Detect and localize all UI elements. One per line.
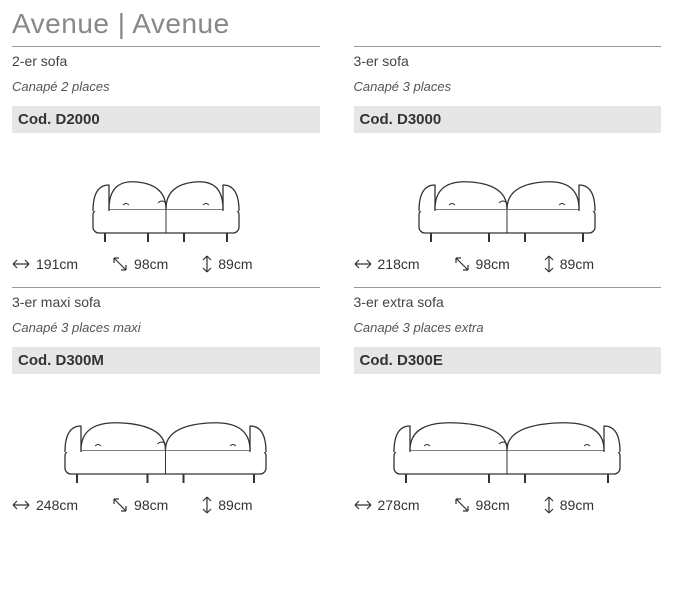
product-dimensions: 278cm 98cm 89cm — [354, 490, 662, 528]
height-icon — [202, 255, 212, 273]
dim-width: 218cm — [354, 256, 420, 272]
product-name-en: 3-er sofa — [354, 53, 662, 69]
product-dimensions: 248cm 98cm 89cm — [12, 490, 320, 528]
dim-depth: 98cm — [112, 497, 168, 513]
product-name-en: 3-er extra sofa — [354, 294, 662, 310]
dim-depth-value: 98cm — [134, 497, 168, 513]
product-code: Cod. D3000 — [354, 106, 662, 133]
product-card: 3-er sofa Canapé 3 places Cod. D3000 218… — [354, 46, 662, 287]
product-card: 3-er maxi sofa Canapé 3 places maxi Cod.… — [12, 287, 320, 528]
dim-width-value: 218cm — [378, 256, 420, 272]
dim-height: 89cm — [202, 255, 252, 273]
product-code: Cod. D300E — [354, 347, 662, 374]
product-illustration — [12, 139, 320, 249]
dim-depth-value: 98cm — [476, 497, 510, 513]
dim-height-value: 89cm — [560, 256, 594, 272]
product-name-en: 2-er sofa — [12, 53, 320, 69]
dim-height: 89cm — [544, 496, 594, 514]
dim-height: 89cm — [202, 496, 252, 514]
depth-icon — [112, 256, 128, 272]
product-illustration — [12, 380, 320, 490]
dim-width-value: 191cm — [36, 256, 78, 272]
product-name-fr: Canapé 3 places extra — [354, 320, 662, 335]
product-name-fr: Canapé 2 places — [12, 79, 320, 94]
product-dimensions: 218cm 98cm 89cm — [354, 249, 662, 287]
height-icon — [544, 255, 554, 273]
height-icon — [202, 496, 212, 514]
product-code: Cod. D2000 — [12, 106, 320, 133]
page-title: Avenue | Avenue — [12, 8, 661, 40]
width-icon — [354, 259, 372, 269]
dim-depth: 98cm — [112, 256, 168, 272]
dim-width-value: 248cm — [36, 497, 78, 513]
dim-width-value: 278cm — [378, 497, 420, 513]
dim-height: 89cm — [544, 255, 594, 273]
product-grid: 2-er sofa Canapé 2 places Cod. D2000 191… — [12, 46, 661, 528]
product-dimensions: 191cm 98cm 89cm — [12, 249, 320, 287]
depth-icon — [454, 256, 470, 272]
product-name-fr: Canapé 3 places maxi — [12, 320, 320, 335]
depth-icon — [112, 497, 128, 513]
dim-depth: 98cm — [454, 497, 510, 513]
dim-height-value: 89cm — [218, 497, 252, 513]
dim-width: 191cm — [12, 256, 78, 272]
product-card: 2-er sofa Canapé 2 places Cod. D2000 191… — [12, 46, 320, 287]
height-icon — [544, 496, 554, 514]
dim-width: 278cm — [354, 497, 420, 513]
dim-width: 248cm — [12, 497, 78, 513]
dim-depth-value: 98cm — [134, 256, 168, 272]
width-icon — [12, 259, 30, 269]
product-name-en: 3-er maxi sofa — [12, 294, 320, 310]
width-icon — [354, 500, 372, 510]
product-illustration — [354, 380, 662, 490]
product-card: 3-er extra sofa Canapé 3 places extra Co… — [354, 287, 662, 528]
product-code: Cod. D300M — [12, 347, 320, 374]
dim-depth-value: 98cm — [476, 256, 510, 272]
dim-height-value: 89cm — [218, 256, 252, 272]
depth-icon — [454, 497, 470, 513]
width-icon — [12, 500, 30, 510]
dim-height-value: 89cm — [560, 497, 594, 513]
dim-depth: 98cm — [454, 256, 510, 272]
product-illustration — [354, 139, 662, 249]
product-name-fr: Canapé 3 places — [354, 79, 662, 94]
